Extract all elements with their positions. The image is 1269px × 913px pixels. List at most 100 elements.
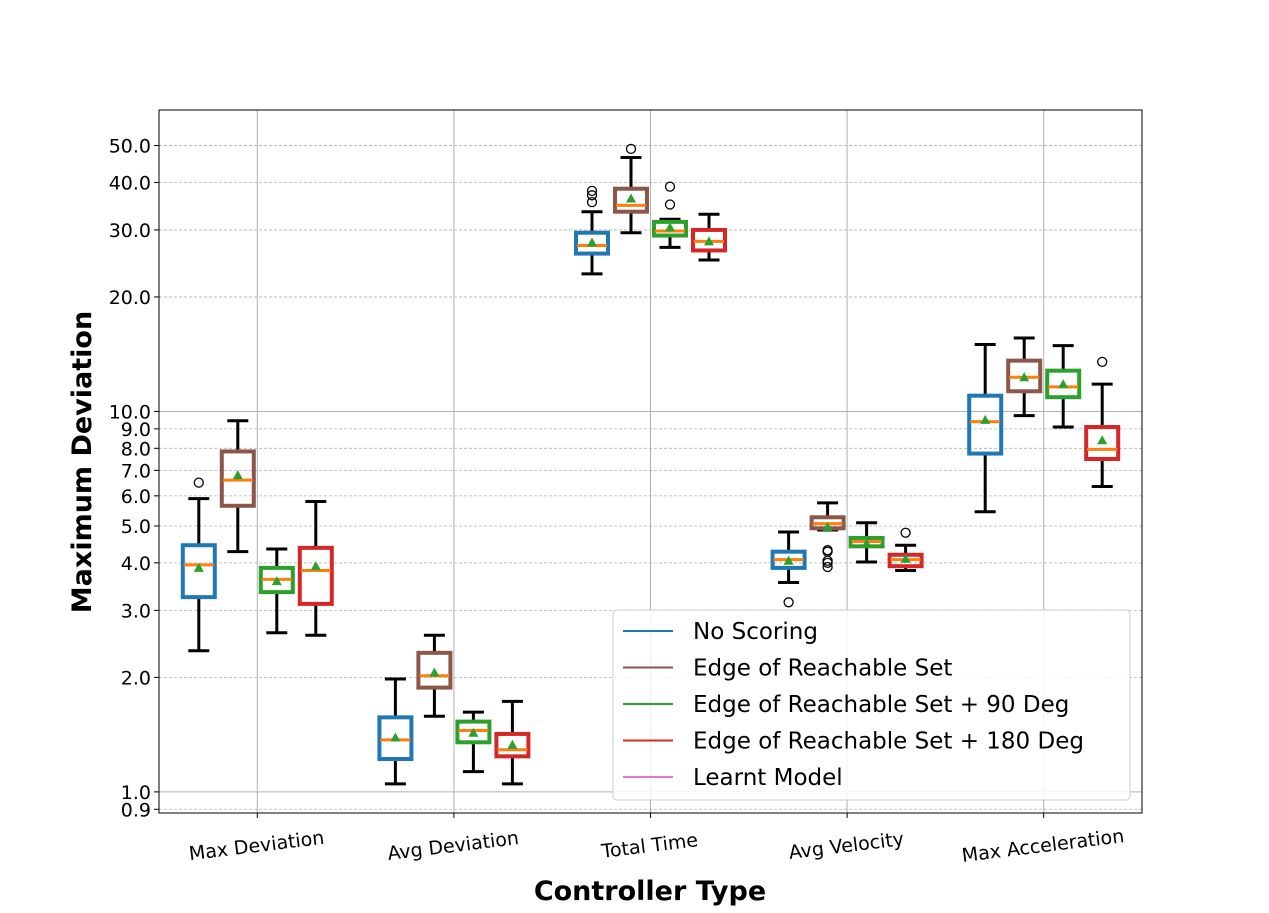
legend-item: No Scoring <box>623 619 818 645</box>
mean-marker <box>783 555 794 565</box>
iqr-box <box>1006 358 1043 394</box>
legend-label: Edge of Reachable Set + 90 Deg <box>693 692 1069 718</box>
y-axis-ticks: 0.91.0 2.0 3.0 4.0 5.0 6.0 7.08.09.010.0 20.0 30… <box>109 136 159 821</box>
box-element <box>180 477 217 653</box>
legend-item: Learnt Model <box>623 765 843 791</box>
iqr-box <box>494 731 531 759</box>
y-tick-label: 10.0 <box>109 401 151 423</box>
mean-marker <box>861 538 872 548</box>
iqr-box <box>377 715 414 762</box>
outlier-point <box>1097 356 1108 368</box>
legend-label: Edge of Reachable Set <box>693 656 952 682</box>
outlier-point <box>783 597 794 608</box>
iqr-box <box>297 545 334 606</box>
iqr-box <box>416 650 453 690</box>
outlier-point <box>822 555 833 566</box>
x-tick-label: Avg Velocity <box>788 828 906 864</box>
iqr-box <box>1084 425 1121 461</box>
outlier-point <box>664 181 676 192</box>
iqr-box <box>613 186 649 214</box>
y-axis-title: Maximum Deviation <box>67 311 98 613</box>
box-plot-series <box>180 143 1121 786</box>
outlier-point <box>586 185 598 197</box>
y-tick-label: 0.9 <box>121 799 151 821</box>
box-element <box>691 212 727 262</box>
box-element <box>416 633 453 718</box>
box-element <box>770 530 807 608</box>
y-tick-label: 4.0 <box>121 553 151 575</box>
iqr-box <box>258 565 295 595</box>
iqr-box <box>180 543 217 600</box>
mean-marker <box>704 236 714 246</box>
legend-item: Edge of Reachable Set + 180 Deg <box>623 729 1084 755</box>
series-edge-of-reachable-set <box>219 143 1043 718</box>
outlier-point <box>193 477 204 488</box>
box-element <box>1084 356 1121 488</box>
x-tick-label: Total Time <box>599 829 699 863</box>
y-tick-label: 7.0 <box>121 460 151 482</box>
y-tick-label: 40.0 <box>109 172 151 194</box>
box-element <box>887 527 924 572</box>
iqr-box <box>652 219 688 238</box>
series-edge-of-reachable-set-180-deg <box>297 212 1121 786</box>
mean-marker <box>626 193 636 203</box>
iqr-box <box>1045 368 1082 400</box>
box-element <box>1006 336 1043 418</box>
y-tick-label: 1.0 <box>121 782 151 804</box>
outlier-point <box>586 196 598 208</box>
mean-marker <box>1058 379 1069 389</box>
iqr-box <box>691 227 727 253</box>
x-tick-label: Avg Deviation <box>386 827 520 865</box>
iqr-box <box>219 449 256 508</box>
mean-marker <box>271 576 282 586</box>
y-tick-label: 5.0 <box>121 516 151 538</box>
x-tick-label: Max Deviation <box>188 827 326 865</box>
y-tick-label: 9.0 <box>121 419 151 441</box>
mean-marker <box>900 553 911 563</box>
mean-marker <box>310 561 321 571</box>
x-tick-label: Max Acceleration <box>961 825 1126 867</box>
series-edge-of-reachable-set-90-deg <box>258 181 1082 774</box>
box-element <box>494 699 531 786</box>
legend: No Scoring Edge of Reachable Set Edge of R… <box>612 609 1131 801</box>
box-element <box>652 181 688 249</box>
mean-marker <box>507 739 518 749</box>
box-element <box>1045 344 1082 429</box>
legend-item: Edge of Reachable Set <box>623 656 952 682</box>
box-element <box>377 677 414 786</box>
outlier-point <box>625 143 637 155</box>
iqr-box <box>770 549 807 570</box>
mean-marker <box>468 727 479 737</box>
y-tick-label: 2.0 <box>121 667 151 689</box>
iqr-box <box>574 230 610 256</box>
series-no-scoring <box>180 185 1004 786</box>
mean-marker <box>390 732 401 742</box>
outlier-point <box>822 544 833 556</box>
outlier-point <box>586 190 598 201</box>
mean-marker <box>980 414 991 424</box>
box-element <box>967 342 1004 514</box>
y-tick-label: 20.0 <box>109 287 151 309</box>
legend-frame <box>612 609 1131 801</box>
legend-label: Edge of Reachable Set + 180 Deg <box>693 729 1084 755</box>
box-element <box>848 521 885 564</box>
mean-marker <box>587 237 597 247</box>
legend-item: Edge of Reachable Set + 90 Deg <box>623 692 1069 718</box>
mean-marker <box>822 521 833 531</box>
y-tick-label: 3.0 <box>121 600 151 622</box>
iqr-box <box>455 719 492 745</box>
mean-marker <box>232 470 243 480</box>
y-tick-label: 30.0 <box>109 220 151 242</box>
legend-label: Learnt Model <box>693 765 843 791</box>
y-tick-label: 6.0 <box>121 486 151 508</box>
outlier-point <box>900 527 911 538</box>
box-element <box>455 710 492 774</box>
box-element <box>219 419 256 554</box>
box-element <box>809 501 846 573</box>
x-axis-title: Controller Type <box>534 876 766 907</box>
box-element <box>297 499 334 637</box>
mean-marker <box>1019 372 1030 382</box>
x-axis-ticks: Max Deviation Avg Deviation Total Time Avg … <box>188 813 1126 867</box>
y-tick-label: 8.0 <box>121 438 151 460</box>
